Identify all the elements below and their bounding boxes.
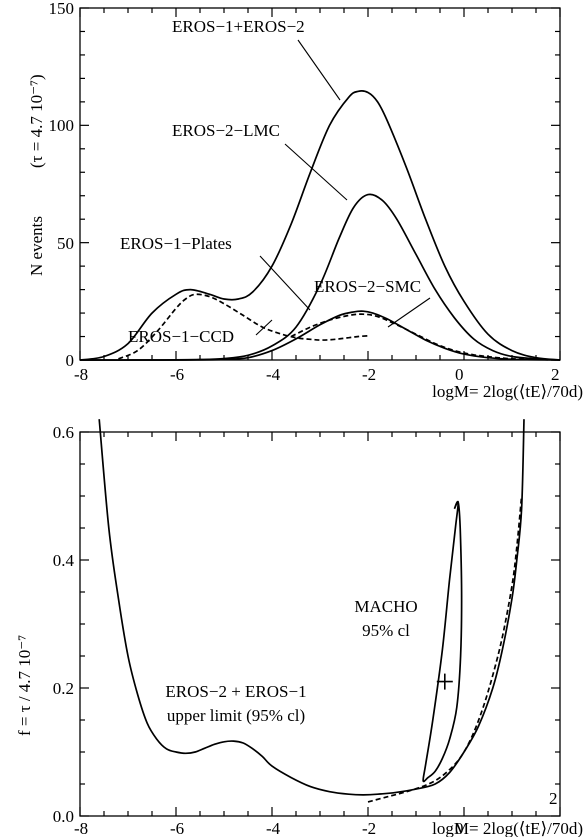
bottom-plot-frame [79, 431, 561, 817]
bottom-series-line-1 [367, 495, 523, 803]
leader-eros1-plates [259, 255, 311, 311]
annotation-macho-cl: 95% cl [362, 621, 410, 640]
leader-eros1-eros2 [297, 39, 341, 101]
bottom-xtick-label: -2 [362, 819, 376, 837]
annotation-macho: MACHO [354, 597, 417, 616]
top-plot-frame [79, 7, 561, 361]
top-y-axis-sublabel: (τ = 4.7 10⁻⁷) [27, 74, 46, 168]
top-series-line-2 [79, 310, 561, 361]
annotation-upper-limit-sub: upper limit (95% cl) [167, 706, 305, 725]
macho-best-fit-marker [436, 673, 453, 690]
bottom-ytick-label: 0.0 [53, 807, 74, 826]
annotation-eros1-eros2: EROS−1+EROS−2 [172, 17, 305, 36]
top-series-line-0 [79, 90, 561, 361]
bottom-ytick-label: 0.6 [53, 423, 74, 442]
top-xtick-label: -2 [362, 365, 376, 384]
top-ytick-label: 50 [57, 234, 74, 253]
annotation-eros1-ccd: EROS−1−CCD [128, 327, 234, 346]
bottom-panel: -8 -6 -4 -2 0 2 0.0 0.2 0.4 0.6 logM= 2l… [15, 419, 583, 837]
top-ytick-label: 0 [66, 351, 75, 370]
bottom-series-line-0 [98, 419, 525, 796]
leader-eros2-smc [387, 297, 431, 328]
bottom-x-tick-labels: -8 -6 -4 -2 0 2 [74, 789, 558, 837]
leader-eros2-lmc [284, 143, 348, 201]
top-y-tick-labels: 0 50 100 150 [49, 0, 75, 370]
bottom-ytick-label: 0.4 [53, 551, 75, 570]
bottom-xtick-label: 2 [549, 789, 558, 808]
bottom-y-axis-label: f = τ / 4.7 10⁻⁷ [15, 635, 34, 736]
bottom-x-axis-label: logM= 2log(⟨tE⟩/70d) [432, 819, 583, 837]
bottom-curves [98, 419, 525, 803]
bottom-ytick-label: 0.2 [53, 679, 74, 698]
top-series-line-3 [118, 293, 369, 360]
annotation-eros2-lmc: EROS−2−LMC [172, 121, 280, 140]
top-xtick-label: 2 [551, 365, 560, 384]
annotation-eros1-plates: EROS−1−Plates [120, 234, 232, 253]
leader-eros1-ccd [255, 319, 273, 336]
top-xtick-label: -8 [74, 365, 88, 384]
bottom-xtick-label: -8 [74, 819, 88, 837]
top-x-axis-label: logM= 2log(⟨tE⟩/70d) [432, 382, 583, 401]
top-x-tick-labels: -8 -6 -4 -2 0 2 [74, 365, 560, 384]
top-ticks [79, 7, 561, 361]
bottom-y-tick-labels: 0.0 0.2 0.4 0.6 [53, 423, 75, 826]
annotation-eros2-smc: EROS−2−SMC [314, 277, 421, 296]
top-y-axis-label: N events [27, 216, 46, 276]
top-curves [79, 90, 561, 361]
top-panel: -8 -6 -4 -2 0 2 0 50 100 150 logM= 2log(… [27, 0, 583, 401]
top-series-line-4 [290, 313, 561, 361]
top-xtick-label: 0 [455, 365, 464, 384]
top-xtick-label: -6 [170, 365, 184, 384]
bottom-xtick-label: 0 [455, 819, 464, 837]
top-ytick-label: 150 [49, 0, 75, 18]
top-ytick-label: 100 [49, 116, 75, 135]
bottom-ticks [79, 431, 561, 817]
annotation-upper-limit-title: EROS−2 + EROS−1 [165, 682, 306, 701]
top-series-line-1 [79, 193, 561, 361]
bottom-xtick-label: -4 [266, 819, 281, 837]
top-xtick-label: -4 [266, 365, 281, 384]
bottom-series-line-2 [422, 500, 463, 783]
bottom-xtick-label: -6 [170, 819, 184, 837]
